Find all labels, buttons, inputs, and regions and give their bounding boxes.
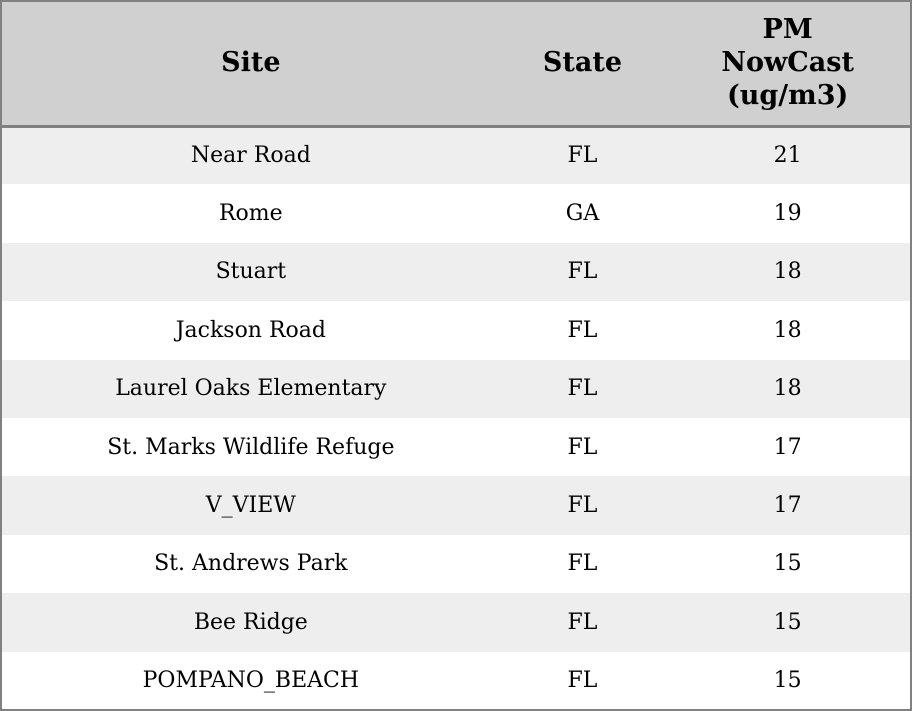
pm-cell: 17 bbox=[773, 434, 802, 460]
pm-cell: 15 bbox=[773, 609, 802, 635]
table-header: Site State PM NowCast (ug/m3) bbox=[1, 1, 911, 128]
site-cell: Near Road bbox=[190, 143, 311, 169]
site-cell: Rome bbox=[218, 201, 283, 227]
pm-cell: 18 bbox=[773, 376, 802, 402]
column-header-pm-nowcast: PM NowCast (ug/m3) bbox=[665, 1, 911, 128]
state-cell: FL bbox=[567, 317, 598, 343]
header-row: Site State PM NowCast (ug/m3) bbox=[1, 1, 911, 128]
column-header-state: State bbox=[499, 1, 666, 128]
state-cell: FL bbox=[567, 434, 598, 460]
pm-cell: 21 bbox=[773, 143, 802, 169]
table-row: Rome GA 19 bbox=[1, 184, 911, 243]
site-cell: Laurel Oaks Elementary bbox=[115, 376, 387, 402]
site-cell: St. Andrews Park bbox=[154, 551, 348, 577]
site-cell: Jackson Road bbox=[175, 317, 326, 343]
pm-cell: 18 bbox=[773, 259, 802, 285]
table-row: St. Andrews Park FL 15 bbox=[1, 534, 911, 594]
site-cell: Stuart bbox=[215, 259, 287, 285]
table-row: St. Marks Wildlife Refuge FL 17 bbox=[1, 417, 911, 477]
table-row: V_VIEW FL 17 bbox=[1, 476, 911, 535]
pm-cell: 17 bbox=[773, 493, 802, 519]
table-row: Jackson Road FL 18 bbox=[1, 301, 911, 360]
site-cell: St. Marks Wildlife Refuge bbox=[107, 434, 395, 460]
table-row: Near Road FL 21 bbox=[1, 126, 911, 185]
site-cell: Bee Ridge bbox=[193, 609, 308, 635]
state-cell: GA bbox=[565, 201, 600, 227]
column-header-site: Site bbox=[1, 1, 500, 128]
table-body: Near Road FL 21 Rome GA 19 Stuart FL 18 … bbox=[1, 126, 911, 710]
state-cell: FL bbox=[567, 551, 598, 577]
state-cell: FL bbox=[567, 259, 598, 285]
table-row: Stuart FL 18 bbox=[1, 242, 911, 302]
table-row: Bee Ridge FL 15 bbox=[1, 593, 911, 652]
pm-cell: 19 bbox=[773, 201, 802, 227]
pm-cell: 15 bbox=[773, 667, 802, 693]
state-cell: FL bbox=[567, 609, 598, 635]
state-cell: FL bbox=[567, 143, 598, 169]
table-row: Laurel Oaks Elementary FL 18 bbox=[1, 359, 911, 418]
pm-cell: 15 bbox=[773, 551, 802, 577]
state-cell: FL bbox=[567, 376, 598, 402]
state-cell: FL bbox=[567, 493, 598, 519]
site-cell: POMPANO_BEACH bbox=[142, 667, 360, 693]
state-cell: FL bbox=[567, 667, 598, 693]
table-row: POMPANO_BEACH FL 15 bbox=[1, 651, 911, 710]
pm-cell: 18 bbox=[773, 317, 802, 343]
site-cell: V_VIEW bbox=[205, 493, 296, 519]
